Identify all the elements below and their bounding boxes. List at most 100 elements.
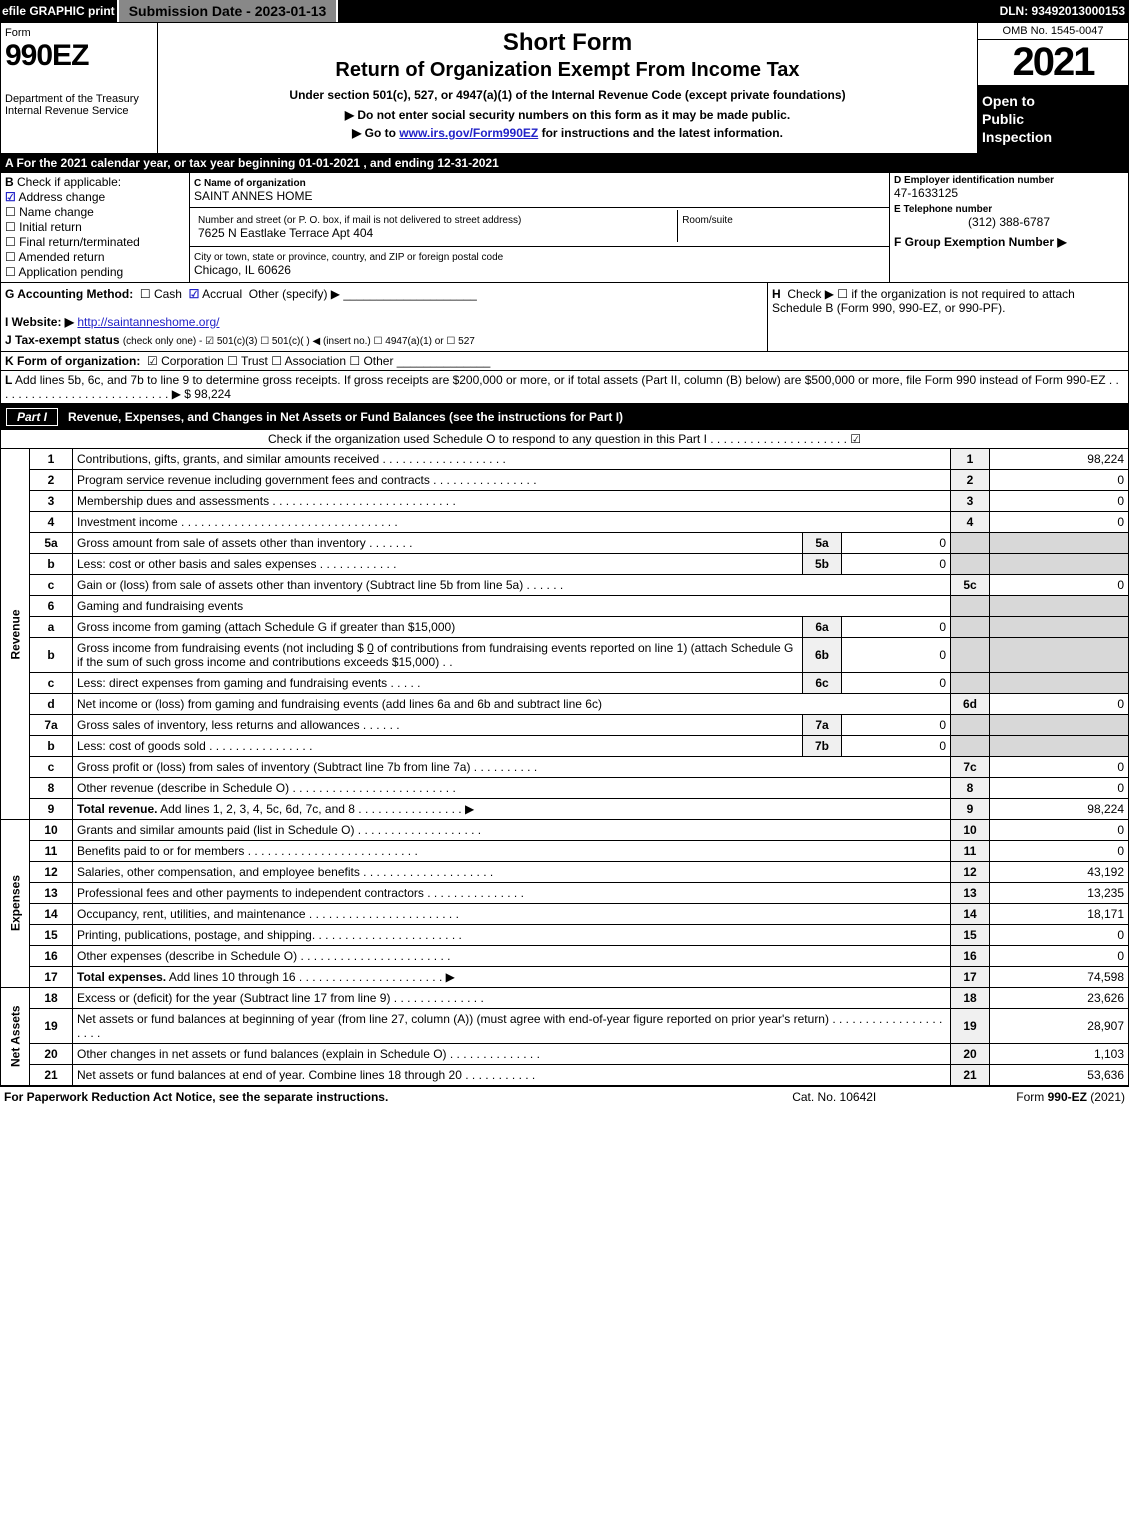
line-1-num: 1 (30, 449, 73, 470)
line-2-desc: Program service revenue including govern… (73, 469, 951, 490)
title-subtitle: Under section 501(c), 527, or 4947(a)(1)… (162, 88, 973, 102)
grey-cell (951, 532, 990, 553)
org-name: SAINT ANNES HOME (194, 189, 312, 203)
line-12-val: 43,192 (990, 861, 1129, 882)
line-6c-subref: 6c (803, 672, 842, 693)
line-6a-subref: 6a (803, 616, 842, 637)
i-label: I Website: ▶ (5, 315, 74, 329)
b-initial-return: Initial return (19, 220, 82, 234)
section-c-street: Number and street (or P. O. box, if mail… (190, 207, 890, 247)
line-6d-desc: Net income or (loss) from gaming and fun… (73, 693, 951, 714)
line-9-desc: Total revenue. Add lines 1, 2, 3, 4, 5c,… (73, 798, 951, 819)
line-6c-desc: Less: direct expenses from gaming and fu… (73, 672, 803, 693)
line-16-desc: Other expenses (describe in Schedule O) … (73, 945, 951, 966)
city-label: City or town, state or province, country… (194, 252, 503, 263)
line-6b-subval: 0 (842, 637, 951, 672)
line-11-val: 0 (990, 840, 1129, 861)
line-14-ref: 14 (951, 903, 990, 924)
grey-cell (951, 637, 990, 672)
line-14-val: 18,171 (990, 903, 1129, 924)
b-text: Check if applicable: (17, 175, 121, 189)
line-17-desc: Total expenses. Add lines 10 through 16 … (73, 966, 951, 987)
section-b: B Check if applicable: ☑ Address change … (1, 173, 190, 283)
line-9-num: 9 (30, 798, 73, 819)
room-label: Room/suite (682, 215, 733, 226)
section-d-e-f: D Employer identification number 47-1633… (890, 173, 1129, 283)
line-18-desc: Excess or (deficit) for the year (Subtra… (73, 987, 951, 1008)
line-21-val: 53,636 (990, 1064, 1129, 1085)
line-7a-subval: 0 (842, 714, 951, 735)
line-19-val: 28,907 (990, 1008, 1129, 1043)
line-13-desc: Professional fees and other payments to … (73, 882, 951, 903)
line-2-val: 0 (990, 469, 1129, 490)
line-5c-ref: 5c (951, 574, 990, 595)
line-5c-val: 0 (990, 574, 1129, 595)
checkbox-icon[interactable]: ☐ (5, 205, 16, 219)
footer: For Paperwork Reduction Act Notice, see … (0, 1086, 1129, 1107)
k-text: ☑ Corporation ☐ Trust ☐ Association ☐ Ot… (147, 354, 393, 368)
tax-year: 2021 (978, 40, 1128, 85)
street-value: 7625 N Eastlake Terrace Apt 404 (198, 226, 373, 240)
line-8-desc: Other revenue (describe in Schedule O) .… (73, 777, 951, 798)
line-5b-subval: 0 (842, 553, 951, 574)
line-7b-desc: Less: cost of goods sold . . . . . . . .… (73, 735, 803, 756)
grey-cell (951, 553, 990, 574)
line-3-desc: Membership dues and assessments . . . . … (73, 490, 951, 511)
line-6-num: 6 (30, 595, 73, 616)
submission-date: Submission Date - 2023-01-13 (119, 0, 339, 22)
line-7a-desc: Gross sales of inventory, less returns a… (73, 714, 803, 735)
part-i-title: Revenue, Expenses, and Changes in Net As… (68, 410, 623, 424)
line-18-val: 23,626 (990, 987, 1129, 1008)
line-6b-desc: Gross income from fundraising events (no… (73, 637, 803, 672)
b-address-change[interactable]: Address change (18, 190, 105, 204)
checkbox-icon[interactable]: ☐ (5, 250, 16, 264)
h-text: Check ▶ ☐ if the organization is not req… (772, 287, 1075, 315)
grey-cell (990, 553, 1129, 574)
line-10-desc: Grants and similar amounts paid (list in… (73, 819, 951, 840)
line-6c-subval: 0 (842, 672, 951, 693)
line-6a-desc: Gross income from gaming (attach Schedul… (73, 616, 803, 637)
part-i-tag: Part I (6, 408, 58, 426)
efile-graphic-print[interactable]: efile GRAPHIC print (0, 0, 119, 22)
grey-cell (951, 616, 990, 637)
expenses-side-label: Expenses (1, 819, 30, 987)
line-5a-num: 5a (30, 532, 73, 553)
line-20-num: 20 (30, 1043, 73, 1064)
line-4-ref: 4 (951, 511, 990, 532)
dln: DLN: 93492013000153 (996, 0, 1129, 22)
line-13-ref: 13 (951, 882, 990, 903)
line-1-ref: 1 (951, 449, 990, 470)
checkbox-icon[interactable]: ☐ (5, 265, 16, 279)
website-link[interactable]: http://saintanneshome.org/ (77, 315, 219, 329)
checkbox-icon[interactable]: ☐ (5, 235, 16, 249)
line-19-num: 19 (30, 1008, 73, 1043)
grey-cell (990, 616, 1129, 637)
line-10-val: 0 (990, 819, 1129, 840)
section-k: K Form of organization: ☑ Corporation ☐ … (1, 352, 1129, 371)
irs-link[interactable]: www.irs.gov/Form990EZ (399, 126, 538, 140)
line-21-num: 21 (30, 1064, 73, 1085)
line-18-ref: 18 (951, 987, 990, 1008)
net-assets-side-label: Net Assets (1, 987, 30, 1085)
line-13-num: 13 (30, 882, 73, 903)
checkbox-icon[interactable]: ☐ (5, 220, 16, 234)
line-5c-desc: Gain or (loss) from sale of assets other… (73, 574, 951, 595)
g-accrual[interactable]: Accrual (202, 287, 242, 301)
line-17-num: 17 (30, 966, 73, 987)
line-6d-ref: 6d (951, 693, 990, 714)
footer-paperwork: For Paperwork Reduction Act Notice, see … (4, 1090, 388, 1104)
line-5b-desc: Less: cost or other basis and sales expe… (73, 553, 803, 574)
line-17-val: 74,598 (990, 966, 1129, 987)
line-7c-val: 0 (990, 756, 1129, 777)
part-i-header: Part I Revenue, Expenses, and Changes in… (0, 404, 1129, 430)
line-7c-desc: Gross profit or (loss) from sales of inv… (73, 756, 951, 777)
g-cash[interactable]: Cash (154, 287, 182, 301)
line-5b-subref: 5b (803, 553, 842, 574)
g-other[interactable]: Other (specify) ▶ (249, 287, 340, 301)
part-i-check-note: Check if the organization used Schedule … (1, 430, 1129, 449)
b-application-pending: Application pending (18, 265, 123, 279)
line-5a-subval: 0 (842, 532, 951, 553)
note-goto: ▶ Go to www.irs.gov/Form990EZ for instru… (162, 126, 973, 140)
form-number: 990EZ (5, 39, 88, 72)
line-5a-subref: 5a (803, 532, 842, 553)
